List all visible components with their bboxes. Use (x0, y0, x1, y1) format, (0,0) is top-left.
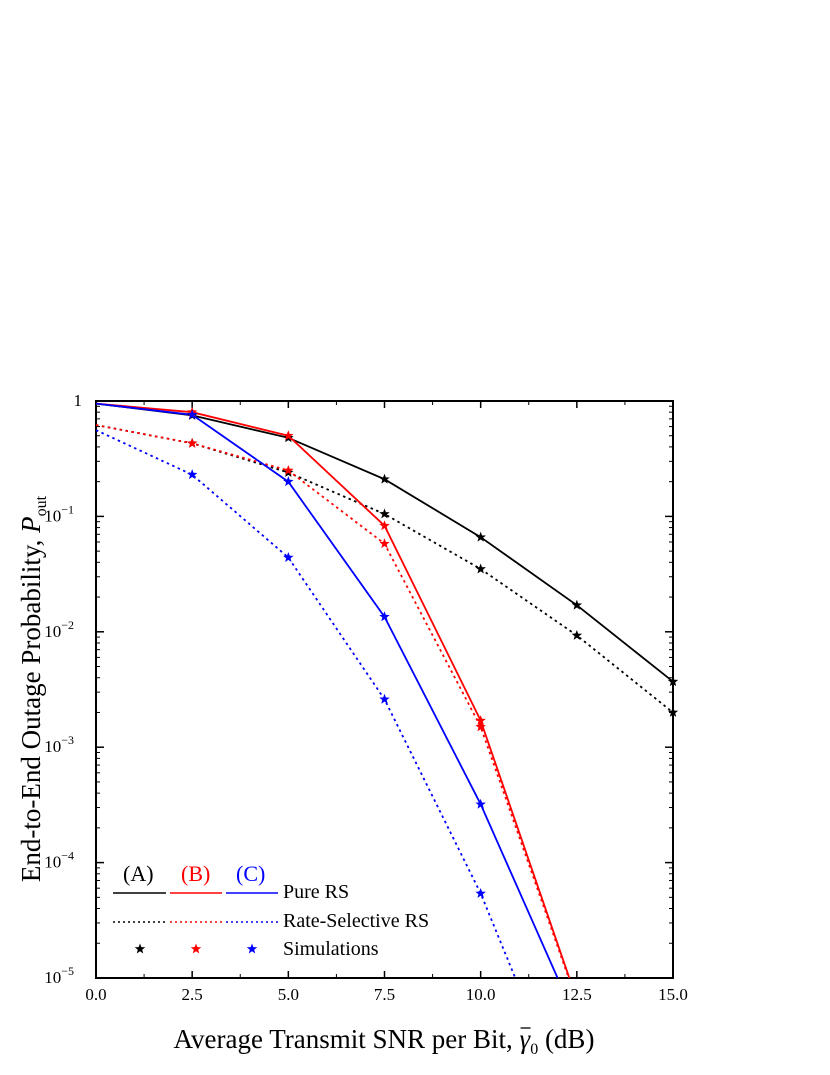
y-tick-exponent: −4 (61, 849, 74, 863)
x-tick-label: 10.0 (466, 985, 496, 1004)
y-tick-label: 1 (74, 391, 83, 410)
y-axis-title-subscript: out (33, 495, 50, 516)
series-line-c-solid (96, 402, 559, 978)
simulation-point-a (379, 473, 390, 484)
y-tick-base: 10 (44, 968, 61, 987)
simulation-point-a (571, 599, 583, 610)
series-line-b-solid (96, 402, 571, 978)
legend-label-rate-selective-rs: Rate-Selective RS (283, 910, 429, 932)
simulation-point-b (475, 721, 486, 732)
simulation-point-a (379, 508, 390, 519)
legend-star-c (246, 943, 258, 954)
y-tick-exponent: −3 (61, 733, 74, 747)
x-axis-title-unit: (dB) (538, 1024, 594, 1054)
x-axis-title-text: Average Transmit SNR per Bit, (174, 1024, 520, 1054)
y-tick-base: 10 (44, 506, 61, 525)
x-tick-label: 5.0 (278, 985, 299, 1004)
x-axis-title-subscript: 0 (530, 1041, 538, 1058)
y-tick-exponent: −1 (61, 502, 74, 516)
y-tick-label: 10−1 (44, 502, 74, 525)
legend-star-a (134, 943, 146, 954)
simulation-point-b (283, 430, 294, 441)
simulation-point-b (186, 437, 198, 448)
x-tick-label: 15.0 (658, 985, 688, 1004)
legend-label-pure-rs: Pure RS (283, 881, 349, 903)
series-line-a-dotted (96, 424, 673, 714)
x-tick-label: 0.0 (85, 985, 106, 1004)
simulation-point-b (379, 538, 390, 549)
simulation-point-c (283, 476, 294, 487)
simulation-point-a (571, 629, 583, 640)
simulation-point-c (283, 552, 294, 562)
legend-star-b (190, 943, 202, 954)
legend: (A) (B) (C) Pure RS Rate-Selective RS Si… (113, 861, 429, 960)
y-tick-base: 10 (44, 622, 61, 641)
y-axis-title: End-to-End Outage Probability, Pout (16, 495, 50, 882)
legend-header-a: (A) (123, 861, 154, 886)
simulation-point-a (475, 563, 486, 574)
y-tick-base: 10 (44, 737, 61, 756)
plot-frame (95, 400, 674, 979)
y-tick-exponent: −5 (61, 964, 74, 978)
x-tick-label: 7.5 (374, 985, 395, 1004)
x-tick-label: 12.5 (562, 985, 592, 1004)
y-tick-label: 10−4 (44, 849, 74, 872)
y-tick-exponent: −2 (61, 618, 74, 632)
legend-header-b: (B) (181, 861, 210, 886)
y-axis: 110−110−210−310−410−5 (44, 391, 673, 987)
y-tick-label: 10−2 (44, 618, 74, 641)
simulation-markers (186, 406, 679, 898)
x-axis-title-symbol: γ (520, 1024, 532, 1054)
simulation-point-b (475, 715, 486, 726)
simulation-point-b (283, 464, 294, 475)
y-tick-base: 1 (74, 391, 83, 410)
simulation-point-a (667, 706, 679, 717)
simulation-point-c (186, 469, 198, 480)
x-axis: 0.0 2.5 5.0 7.5 10.0 12.5 15.0 (85, 401, 688, 1004)
simulation-point-c (475, 798, 486, 809)
x-axis-title: Average Transmit SNR per Bit, γ0 (dB) (174, 1024, 595, 1058)
simulation-point-c (475, 887, 486, 898)
y-axis-title-symbol: P (16, 516, 46, 534)
y-axis-title-text: End-to-End Outage Probability, (16, 533, 46, 882)
legend-label-simulations: Simulations (283, 938, 379, 960)
simulation-point-c (379, 693, 390, 704)
y-tick-label: 10−5 (44, 964, 74, 987)
legend-header-c: (C) (236, 861, 265, 886)
x-tick-label: 2.5 (182, 985, 203, 1004)
simulation-point-c (379, 611, 390, 622)
y-tick-label: 10−3 (44, 733, 74, 756)
series-line-c-dotted (96, 429, 517, 978)
series-line-b-dotted (96, 424, 570, 978)
simulation-point-a (475, 531, 486, 542)
simulation-point-a (667, 676, 679, 687)
y-tick-base: 10 (44, 853, 61, 872)
simulation-point-c (186, 409, 198, 420)
simulation-point-b (379, 520, 390, 531)
